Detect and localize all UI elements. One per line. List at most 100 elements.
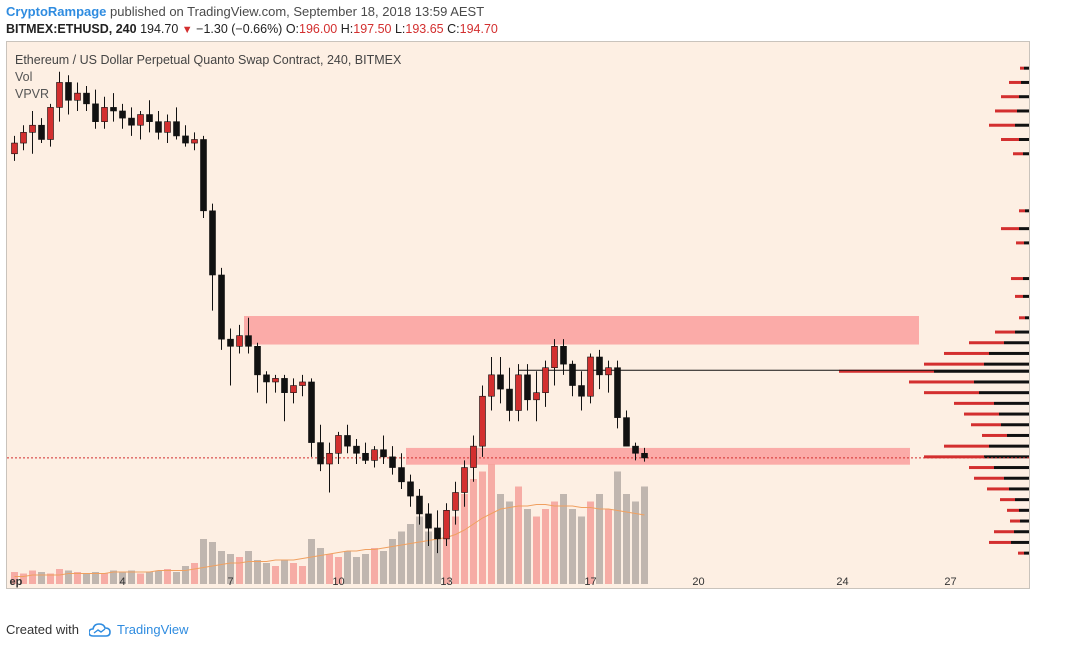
vpvr-bar-up <box>995 109 1017 113</box>
volume-bar <box>623 494 630 584</box>
candle-body <box>308 381 315 443</box>
volume-bar <box>596 494 603 584</box>
vpvr-bar-down <box>1025 209 1029 213</box>
volume-bar <box>47 573 54 584</box>
candle-body <box>416 495 423 515</box>
volume-bar <box>299 566 306 584</box>
candle-body <box>479 395 486 447</box>
volume-bar <box>281 560 288 584</box>
candle-body <box>335 435 342 454</box>
volume-bar <box>83 573 90 584</box>
vpvr-bar-up <box>1015 294 1023 298</box>
vpvr-bar-up <box>982 433 1007 437</box>
chart-area[interactable]: 310.00 300.00 290.00 280.00 270.00 260.00 250.… <box>6 41 1030 589</box>
volume-bar <box>65 570 72 584</box>
volume-bar <box>479 471 486 584</box>
volume-bar <box>38 572 45 584</box>
candle-body <box>515 374 522 411</box>
candle-body <box>389 456 396 468</box>
candle-body <box>578 385 585 397</box>
time-tick-label: ep <box>10 576 23 588</box>
candle-body <box>524 374 531 401</box>
volume-bar <box>272 566 279 584</box>
candle-body <box>497 374 504 390</box>
candle-body <box>425 513 432 529</box>
candle-body <box>299 381 306 386</box>
volume-bar <box>497 494 504 584</box>
down-arrow-icon: ▼ <box>181 24 193 36</box>
volume-bar <box>560 494 567 584</box>
volume-bar <box>164 569 171 584</box>
candle-body <box>119 110 126 119</box>
vol-indicator-label[interactable]: Vol <box>15 70 33 84</box>
candle-body <box>623 417 630 447</box>
author-link[interactable]: CryptoRampage <box>6 4 107 19</box>
created-with-text: Created with <box>6 622 79 637</box>
volume-bar <box>110 570 117 584</box>
candle-body <box>137 114 144 126</box>
volume-bar <box>29 570 36 584</box>
volume-bar <box>452 516 459 584</box>
candle-body <box>587 356 594 397</box>
candle-body <box>128 117 135 126</box>
candle-body <box>272 378 279 383</box>
candle-body <box>560 346 567 365</box>
vpvr-bar-down <box>1024 66 1029 70</box>
volume-bar <box>641 486 648 584</box>
candle-body <box>434 527 441 540</box>
volume-bar <box>353 557 360 584</box>
open-value: 196.00 <box>299 22 338 36</box>
volume-bar <box>326 554 333 584</box>
candle-body <box>74 92 81 101</box>
vpvr-bar-down <box>1014 530 1029 534</box>
vpvr-bar-up <box>1001 95 1019 99</box>
vpvr-bar-down <box>1023 294 1029 298</box>
time-tick-label: 7 <box>227 576 233 588</box>
volume-bar <box>101 573 108 584</box>
vpvr-bar-up <box>1019 316 1025 320</box>
tradingview-link[interactable]: TradingView <box>116 622 189 637</box>
volume-bar <box>290 563 297 584</box>
vpvr-indicator-label[interactable]: VPVR <box>15 87 50 101</box>
candle-body <box>209 210 216 276</box>
volume-bar <box>515 486 522 584</box>
candle-body <box>551 346 558 369</box>
candle-body <box>47 107 54 140</box>
volume-bar <box>605 509 612 584</box>
candle-body <box>317 442 324 465</box>
publish-info: CryptoRampage published on TradingView.c… <box>6 4 484 19</box>
volume-bar <box>389 539 396 584</box>
vpvr-bar-down <box>1015 330 1029 334</box>
volume-bar <box>56 569 63 584</box>
candle-body <box>641 452 648 459</box>
vpvr-bar-down <box>1019 508 1029 512</box>
resistance-zone-2 <box>406 447 910 465</box>
volume-bar <box>524 509 531 584</box>
candle-body <box>182 135 189 144</box>
candle-body <box>110 107 117 112</box>
volume-bar <box>137 573 144 584</box>
vpvr-bar-up <box>974 476 1004 480</box>
vpvr-bar-up <box>839 369 934 373</box>
candle-body <box>11 142 18 155</box>
vpvr-bar-up <box>987 487 1009 491</box>
low-label: L: <box>394 22 406 36</box>
candle-body <box>20 132 27 144</box>
candle-body <box>344 435 351 447</box>
volume-bar <box>614 471 621 584</box>
vpvr-bar-down <box>1019 227 1029 231</box>
volume-bar <box>398 531 405 584</box>
candle-body <box>218 274 225 340</box>
vpvr-bar-up <box>1018 551 1024 555</box>
chart-legend: Ethereum / US Dollar Perpetual Quanto Sw… <box>15 52 401 103</box>
high-value: 197.50 <box>353 22 392 36</box>
volume-bar <box>344 551 351 584</box>
volume-bar <box>443 539 450 584</box>
vpvr-bar-down <box>979 391 1029 395</box>
volume-bar <box>416 516 423 584</box>
vpvr-bar-up <box>1007 508 1019 512</box>
chart-svg: 310.00300.00290.00280.00270.00260.00250.… <box>7 66 1029 588</box>
vpvr-bar-down <box>984 455 1029 459</box>
candle-body <box>470 445 477 468</box>
vpvr-bar-up <box>944 444 989 448</box>
